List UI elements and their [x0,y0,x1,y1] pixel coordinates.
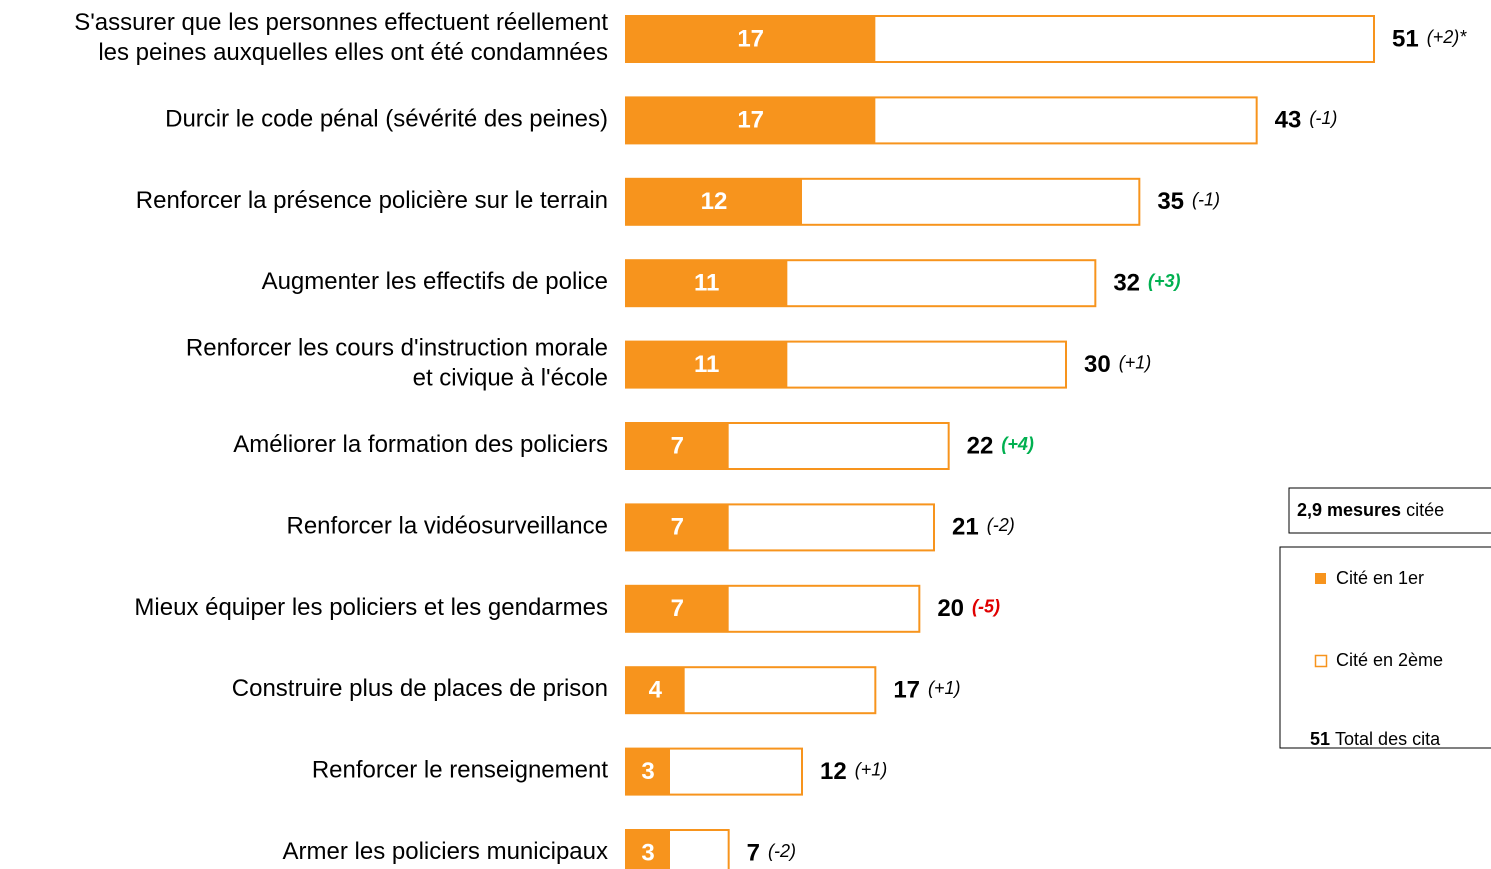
category-label: Renforcer le renseignement [312,757,608,784]
category-line: Construire plus de places de prison [232,676,608,703]
value-label: 4 [649,677,663,704]
category-line: et civique à l'école [413,365,608,392]
bar-first [626,667,685,714]
change-label: (-2) [987,515,1015,535]
category-label: Durcir le code pénal (sévérité des peine… [165,106,608,133]
legend-label: Cité en 1er [1336,568,1424,588]
value-label: 3 [641,758,654,785]
legend-label: 51 Total des cita [1310,729,1441,749]
category-line: Renforcer la présence policière sur le t… [136,187,608,214]
category-label: Renforcer la vidéosurveillance [287,513,609,540]
legend-total-text: Total des cita [1335,729,1441,749]
change-label: (+1) [928,678,961,698]
total-label: 12 [820,758,847,785]
category-label: Augmenter les effectifs de police [262,269,608,296]
legend-box [1279,546,1491,749]
change-label: (+1) [855,759,888,779]
category-line: les peines auxquelles elles ont été cond… [98,39,608,66]
total-label: 7 [747,839,760,866]
bar-first [626,748,670,795]
total-label: 32 [1113,270,1140,297]
legend-total-sample: 51 [1310,729,1330,749]
category-line: Renforcer les cours d'instruction morale [186,335,608,362]
bar-first [626,341,788,388]
total-label: 35 [1157,188,1184,215]
value-label: 7 [671,514,684,541]
category-label: Construire plus de places de prison [232,676,608,703]
change-label: (+3) [1148,271,1181,291]
value-label: 7 [671,595,684,622]
total-label: 21 [952,514,979,541]
legend-swatch [1315,573,1326,584]
category-label: Améliorer la formation des policiers [233,431,608,458]
category-line: S'assurer que les personnes effectuent r… [74,9,608,36]
category-line: Augmenter les effectifs de police [262,269,608,296]
bar-first [626,260,788,307]
value-label: 3 [641,839,654,866]
change-label: (+4) [1001,434,1034,454]
bar-first [626,16,876,62]
category-line: Renforcer le renseignement [312,757,608,784]
change-label: (+2)* [1427,27,1468,47]
bar-first [626,423,729,469]
note-text: citée [1406,500,1444,520]
total-label: 20 [937,595,964,622]
category-line: Mieux équiper les policiers et les genda… [134,594,608,621]
note: 2,9 mesures citée [1297,500,1444,520]
bar-first [626,504,729,551]
value-label: 12 [701,188,728,215]
change-label: (-5) [972,597,1000,617]
category-label: Renforcer les cours d'instruction morale… [186,335,608,392]
total-label: 43 [1275,107,1302,134]
category-label: Renforcer la présence policière sur le t… [136,187,608,214]
legend-label: Cité en 2ème [1336,650,1443,670]
change-label: (-1) [1192,190,1220,210]
category-label: Mieux équiper les policiers et les genda… [134,594,608,621]
category-line: Durcir le code pénal (sévérité des peine… [165,106,608,133]
bar-first [626,178,802,225]
category-line: Renforcer la vidéosurveillance [287,513,609,540]
value-label: 11 [694,351,719,378]
total-label: 22 [967,432,994,459]
change-label: (+1) [1119,352,1152,372]
bar-first [626,97,876,144]
total-label: 30 [1084,351,1111,378]
change-label: (-2) [768,841,796,861]
category-line: Armer les policiers municipaux [283,838,608,865]
change-label: (-1) [1309,108,1337,128]
note-bold: 2,9 mesures [1297,500,1401,520]
value-label: 17 [737,107,764,134]
value-label: 11 [694,270,719,297]
bar-first [626,585,729,632]
bar-first [626,830,670,869]
legend-swatch [1314,654,1328,668]
value-label: 17 [737,25,764,52]
category-label: Armer les policiers municipaux [283,838,608,865]
category-label: S'assurer que les personnes effectuent r… [74,9,608,66]
total-label: 17 [893,677,920,704]
value-label: 7 [671,432,684,459]
category-line: Améliorer la formation des policiers [233,431,608,458]
note-box [1288,487,1491,534]
total-label: 51 [1392,25,1419,52]
